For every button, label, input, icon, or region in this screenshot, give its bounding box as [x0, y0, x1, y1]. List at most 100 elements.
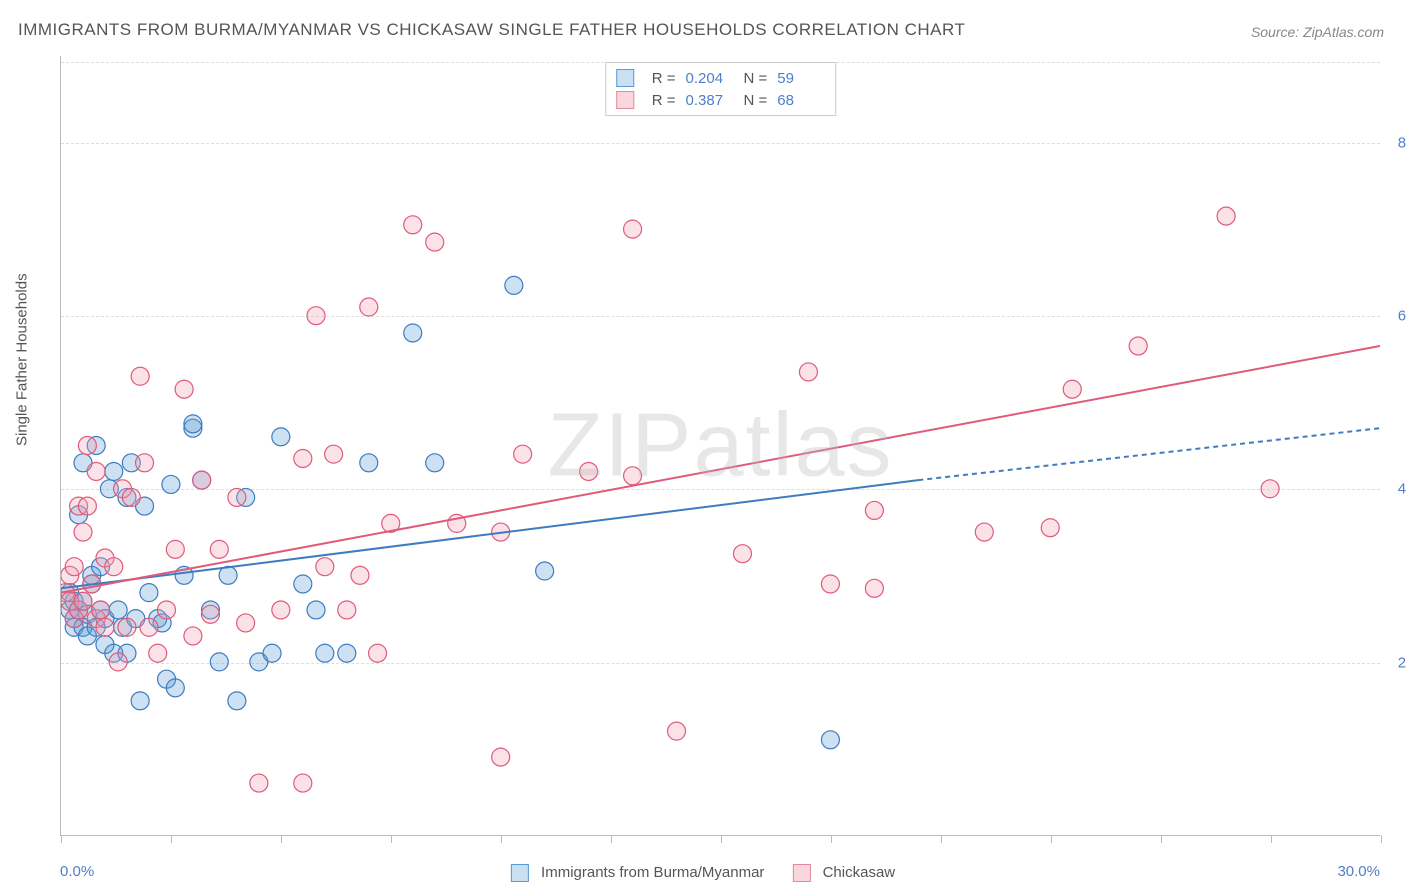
data-point [140, 584, 158, 602]
data-point [865, 501, 883, 519]
data-point [74, 592, 92, 610]
data-point [166, 679, 184, 697]
x-tick [611, 835, 612, 843]
data-point [369, 644, 387, 662]
y-tick-label: 4.0% [1398, 481, 1406, 498]
data-point [201, 605, 219, 623]
data-point [78, 437, 96, 455]
x-tick [61, 835, 62, 843]
n-label: N = [744, 92, 768, 109]
data-point [624, 220, 642, 238]
r-label: R = [652, 92, 676, 109]
data-point [96, 618, 114, 636]
plot-area: ZIPatlas R = 0.204 N = 59 R = 0.387 N = … [60, 56, 1380, 836]
n-value-2: 68 [777, 92, 825, 109]
y-tick-label: 8.0% [1398, 134, 1406, 151]
legend-swatch-bottom-1 [511, 864, 529, 882]
data-point [105, 558, 123, 576]
data-point [360, 298, 378, 316]
data-point [1217, 207, 1235, 225]
data-point [149, 644, 167, 662]
data-point [316, 558, 334, 576]
data-point [514, 445, 532, 463]
data-point [338, 644, 356, 662]
data-point [668, 722, 686, 740]
x-tick [1161, 835, 1162, 843]
y-axis-label: Single Father Households [14, 273, 31, 446]
data-point [136, 454, 154, 472]
data-point [140, 618, 158, 636]
data-point [536, 562, 554, 580]
data-point [307, 307, 325, 325]
data-point [426, 454, 444, 472]
data-point [1041, 519, 1059, 537]
data-point [263, 644, 281, 662]
data-point [87, 462, 105, 480]
x-tick [171, 835, 172, 843]
data-point [210, 653, 228, 671]
y-tick-label: 2.0% [1398, 654, 1406, 671]
legend-item-2: Chickasaw [792, 864, 895, 882]
data-point [210, 540, 228, 558]
x-axis-min-label: 0.0% [60, 863, 94, 880]
data-point [351, 566, 369, 584]
data-point [272, 428, 290, 446]
x-tick [1381, 835, 1382, 843]
data-point [184, 627, 202, 645]
legend-swatch-2 [616, 91, 634, 109]
data-point [1261, 480, 1279, 498]
trend-line [61, 480, 918, 588]
data-point [109, 653, 127, 671]
data-point [122, 488, 140, 506]
trend-line [61, 346, 1380, 593]
data-point [307, 601, 325, 619]
data-point [65, 558, 83, 576]
data-point [162, 475, 180, 493]
data-point [821, 575, 839, 593]
data-point [1063, 380, 1081, 398]
source-label: Source: ZipAtlas.com [1251, 24, 1384, 40]
chart-svg [61, 56, 1380, 835]
data-point [193, 471, 211, 489]
x-tick [501, 835, 502, 843]
data-point [580, 462, 598, 480]
data-point [624, 467, 642, 485]
data-point [272, 601, 290, 619]
data-point [294, 449, 312, 467]
legend-row-series-1: R = 0.204 N = 59 [616, 67, 826, 89]
data-point [184, 415, 202, 433]
r-value-1: 0.204 [686, 70, 734, 87]
data-point [175, 380, 193, 398]
data-point [74, 523, 92, 541]
data-point [799, 363, 817, 381]
data-point [131, 367, 149, 385]
x-tick [721, 835, 722, 843]
data-point [105, 462, 123, 480]
data-point [158, 601, 176, 619]
bottom-legend: Immigrants from Burma/Myanmar Chickasaw [511, 864, 895, 882]
data-point [325, 445, 343, 463]
legend-label-1: Immigrants from Burma/Myanmar [541, 864, 764, 881]
x-tick [281, 835, 282, 843]
data-point [505, 276, 523, 294]
x-tick [831, 835, 832, 843]
legend-label-2: Chickasaw [823, 864, 896, 881]
data-point [404, 324, 422, 342]
data-point [821, 731, 839, 749]
data-point [426, 233, 444, 251]
legend-item-1: Immigrants from Burma/Myanmar [511, 864, 765, 882]
data-point [492, 748, 510, 766]
legend-swatch-1 [616, 69, 634, 87]
data-point [338, 601, 356, 619]
r-value-2: 0.387 [686, 92, 734, 109]
n-label: N = [744, 70, 768, 87]
data-point [975, 523, 993, 541]
n-value-1: 59 [777, 70, 825, 87]
x-tick [1271, 835, 1272, 843]
data-point [865, 579, 883, 597]
trend-line-extrapolated [918, 428, 1380, 480]
r-label: R = [652, 70, 676, 87]
data-point [250, 774, 268, 792]
x-tick [391, 835, 392, 843]
chart-title: IMMIGRANTS FROM BURMA/MYANMAR VS CHICKAS… [18, 20, 965, 40]
